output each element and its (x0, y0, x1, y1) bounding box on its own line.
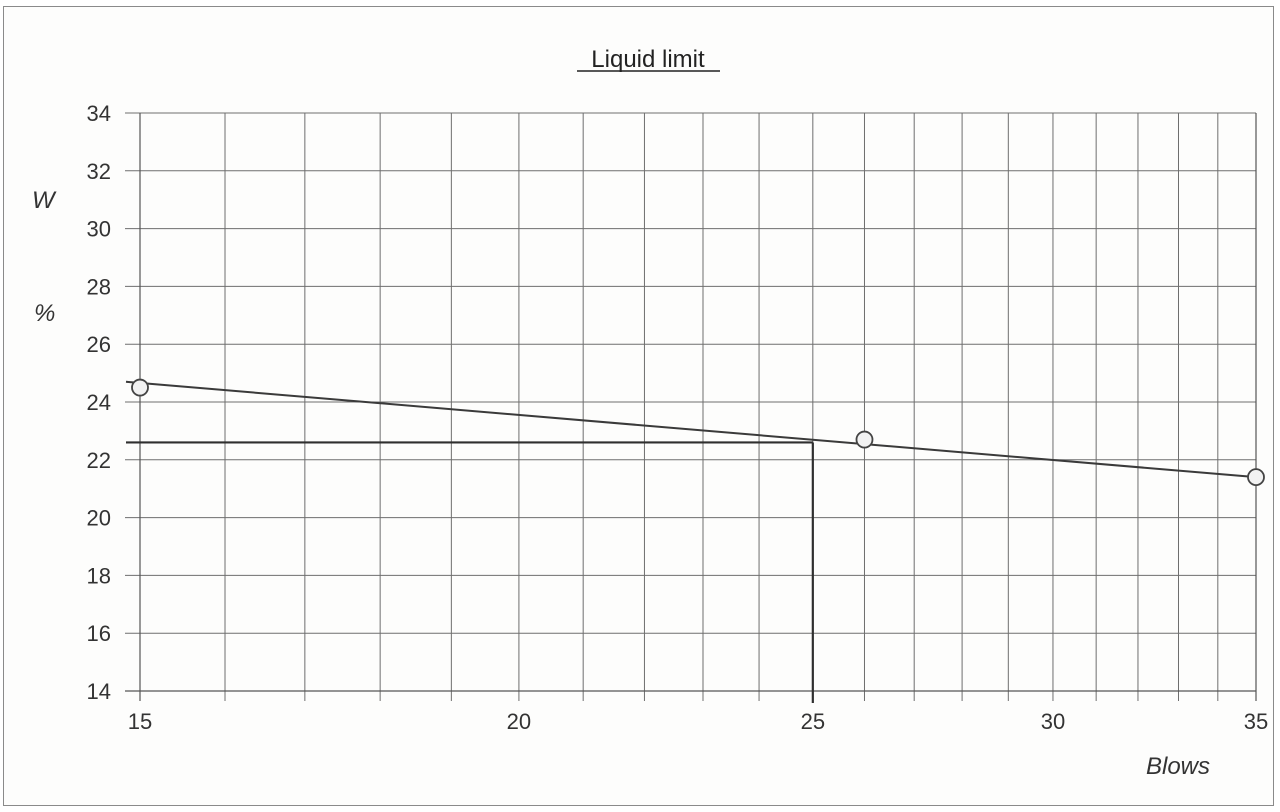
y-tick-label: 14 (87, 679, 111, 704)
y-tick-label: 32 (87, 159, 111, 184)
x-tick-label: 25 (801, 709, 825, 734)
data-point (855, 430, 874, 449)
flow-curve-line (125, 380, 1257, 479)
x-tick-label: 35 (1244, 709, 1268, 734)
y-tick-label: 34 (87, 101, 111, 126)
y-tick-label: 24 (87, 390, 111, 415)
x-axis-label: Blows (1146, 753, 1210, 780)
y-tick-label: 16 (87, 621, 111, 646)
x-tick-label: 15 (128, 709, 152, 734)
y-tick-label: 22 (87, 448, 111, 473)
series (125, 378, 1265, 487)
data-point (1247, 468, 1265, 487)
y-tick-label: 26 (87, 332, 111, 357)
chart-title: Liquid limit (591, 46, 705, 73)
reference-lines (126, 441, 814, 703)
y-axis-label-w: W (32, 187, 57, 214)
x-tick-label: 20 (507, 709, 531, 734)
y-tick-label: 18 (87, 563, 111, 588)
grid (125, 112, 1257, 701)
x-tick-label: 30 (1041, 709, 1065, 734)
y-tick-label: 28 (87, 274, 111, 299)
data-point (131, 378, 149, 397)
y-axis-label-percent: % (34, 300, 55, 327)
y-tick-label: 20 (87, 506, 111, 531)
chart-frame (3, 6, 1274, 806)
y-tick-label: 30 (87, 217, 111, 242)
tick-labels: 14 16 18 20 22 24 26 28 30 32 34 15 20 25 30 35 (87, 101, 1269, 734)
